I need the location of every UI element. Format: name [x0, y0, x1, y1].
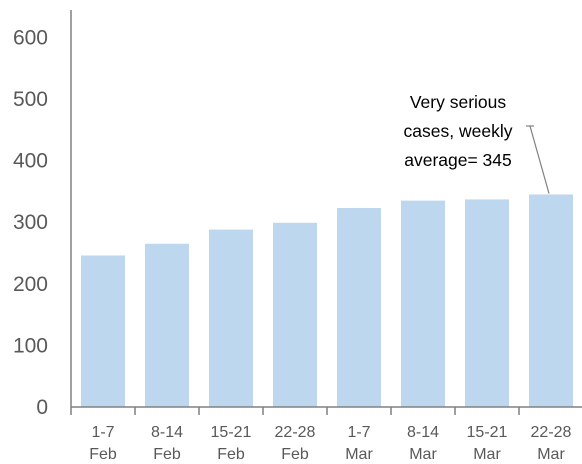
- bar: [401, 200, 445, 407]
- y-tick-label: 300: [13, 211, 48, 234]
- x-category-label-line: 22-28: [531, 424, 572, 441]
- bar: [81, 255, 125, 407]
- y-tick-label: 500: [13, 88, 48, 111]
- x-category-label-line: 1-7: [91, 424, 114, 441]
- y-axis-tick-labels: 0 100 200 300 400 500 600: [13, 26, 48, 419]
- y-tick-label: 0: [36, 396, 48, 419]
- y-tick-label: 200: [13, 273, 48, 296]
- bar: [337, 208, 381, 407]
- x-category-label-line: 15-21: [211, 424, 252, 441]
- annotation-line-1: Very serious: [410, 92, 507, 112]
- x-category-label-line: 15-21: [467, 424, 508, 441]
- bar: [465, 199, 509, 407]
- bar: [145, 243, 189, 407]
- x-category-label-line: Feb: [89, 446, 117, 463]
- x-category-label-line: 8-14: [151, 424, 183, 441]
- x-axis: [70, 406, 582, 415]
- y-tick-label: 100: [13, 334, 48, 357]
- x-category-label-line: Mar: [409, 446, 437, 463]
- x-category-label-line: 8-14: [407, 424, 439, 441]
- x-category-label-line: Mar: [345, 446, 373, 463]
- bars: [81, 194, 573, 407]
- bar: [529, 194, 573, 407]
- annotation-leader-line: [529, 125, 550, 194]
- x-category-label-line: Feb: [281, 446, 309, 463]
- annotation-line-3: average= 345: [404, 150, 512, 170]
- annotation: Very serious cases, weekly average= 345: [404, 92, 550, 194]
- x-category-label-line: Feb: [153, 446, 181, 463]
- bar: [209, 229, 253, 407]
- annotation-line-2: cases, weekly: [404, 121, 513, 141]
- x-category-label-line: Mar: [473, 446, 501, 463]
- x-axis-category-labels: 1-7 Feb 8-14 Feb 15-21 Feb 22-28 Feb 1-7 Mar 8-14 M…: [89, 424, 571, 463]
- y-tick-label: 400: [13, 150, 48, 173]
- y-tick-label: 600: [13, 26, 48, 49]
- x-category-label-line: Mar: [537, 446, 565, 463]
- x-category-label-line: Feb: [217, 446, 245, 463]
- x-category-label-line: 1-7: [347, 424, 370, 441]
- x-category-label-line: 22-28: [275, 424, 316, 441]
- bar: [273, 222, 317, 407]
